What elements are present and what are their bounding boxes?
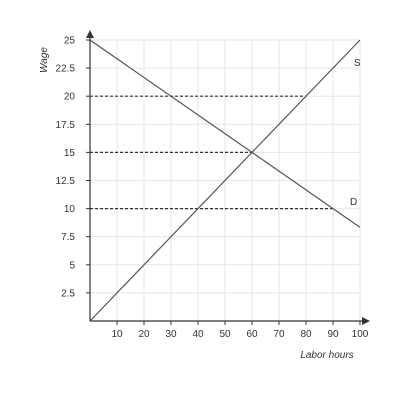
y-tick-label-1: 5 (69, 260, 75, 271)
x-tick-label-8: 90 (327, 329, 339, 340)
x-ticks: 10 20 30 40 50 60 70 80 90 100 (111, 321, 369, 340)
x-axis-title: Labor hours (300, 350, 353, 361)
y-tick-label-8: 22.5 (56, 64, 76, 75)
series (89, 39, 361, 322)
x-tick-label-1: 20 (138, 329, 150, 340)
x-tick-label-0: 10 (111, 329, 123, 340)
y-axis-title: Wage (39, 47, 50, 73)
x-tick-label-5: 60 (246, 329, 258, 340)
x-tick-label-3: 40 (192, 329, 204, 340)
series-line-s (89, 39, 361, 322)
y-tick-label-2: 7.5 (61, 232, 75, 243)
y-axis-arrow (86, 30, 94, 38)
y-tick-label-5: 15 (64, 148, 76, 159)
y-tick-label-6: 17.5 (56, 120, 76, 131)
x-tick-label-9: 100 (352, 329, 369, 340)
x-tick-label-4: 50 (219, 329, 231, 340)
reference-lines (90, 95, 333, 210)
series-line-d (89, 39, 361, 228)
y-tick-label-3: 10 (64, 204, 76, 215)
series-label-d: D (350, 197, 357, 208)
y-tick-label-4: 12.5 (56, 176, 76, 187)
y-tick-label-9: 25 (64, 36, 76, 47)
x-axis-arrow (362, 317, 370, 325)
y-ticks: 2.5 5 7.5 10 12.5 15 17.5 20 22.5 25 (56, 36, 90, 299)
y-tick-label-0: 2.5 (61, 288, 75, 299)
x-tick-label-6: 70 (273, 329, 285, 340)
series-label-s: S (354, 58, 361, 69)
x-tick-label-7: 80 (300, 329, 312, 340)
axes (86, 30, 370, 325)
y-tick-label-7: 20 (64, 92, 76, 103)
x-tick-label-2: 30 (165, 329, 177, 340)
